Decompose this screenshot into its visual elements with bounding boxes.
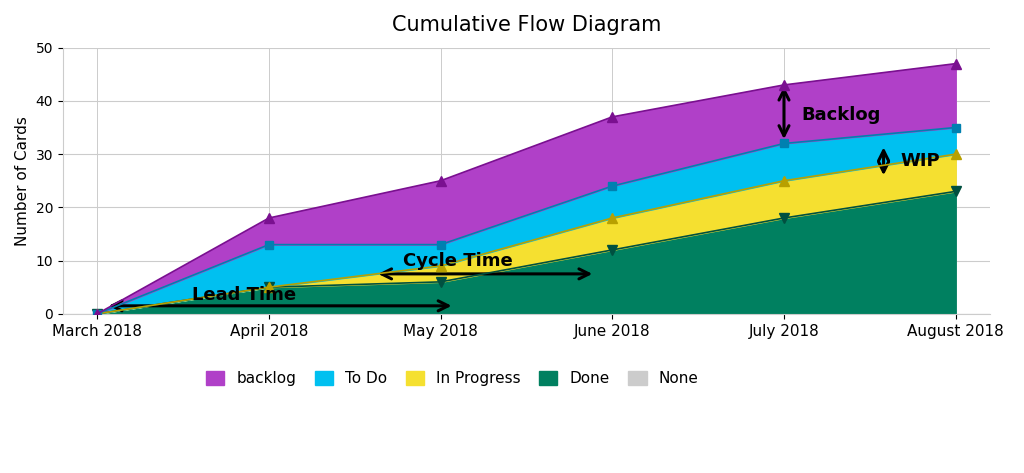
Y-axis label: Number of Cards: Number of Cards — [15, 116, 30, 245]
Title: Cumulative Flow Diagram: Cumulative Flow Diagram — [392, 15, 662, 35]
Text: WIP: WIP — [901, 152, 940, 170]
Text: Lead Time: Lead Time — [191, 286, 296, 304]
Legend: backlog, To Do, In Progress, Done, None: backlog, To Do, In Progress, Done, None — [206, 371, 698, 386]
Text: Backlog: Backlog — [801, 105, 881, 123]
Text: Cycle Time: Cycle Time — [402, 252, 513, 270]
